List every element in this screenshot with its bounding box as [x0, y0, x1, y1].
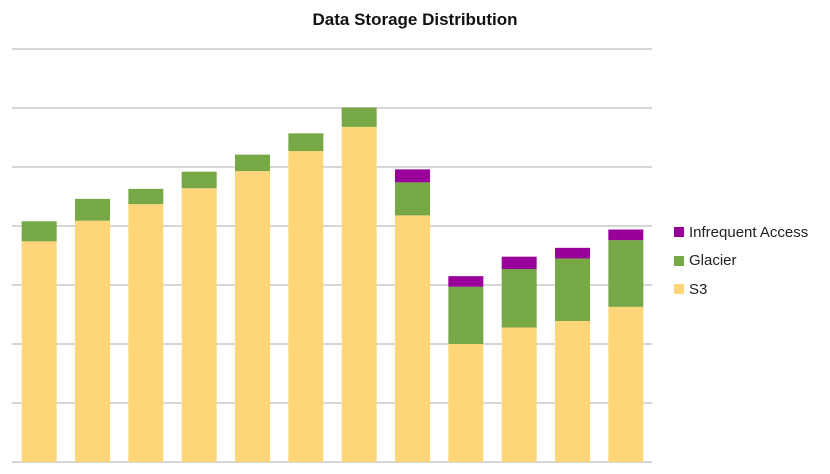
- legend-swatch-infrequent-access: [674, 227, 684, 238]
- gridlines: [12, 48, 652, 463]
- bar-infrequent-access-9: [448, 276, 484, 287]
- bar-glacier-9: [448, 286, 484, 344]
- bar-glacier-8: [395, 182, 430, 216]
- bar-infrequent-access-12: [608, 229, 644, 241]
- bar-s3-11: [555, 320, 590, 462]
- bar-s3-7: [341, 126, 377, 462]
- bar-glacier-3: [128, 188, 164, 205]
- legend-item-infrequent-access: Infrequent Access: [674, 218, 808, 247]
- bar-infrequent-access-8: [395, 169, 430, 183]
- bars: [21, 107, 644, 463]
- bar-s3-6: [288, 151, 324, 462]
- bar-glacier-6: [288, 133, 324, 152]
- legend-swatch-s3: [674, 284, 684, 295]
- legend-label-glacier: Glacier: [689, 252, 737, 270]
- bar-glacier-1: [21, 221, 57, 242]
- legend-item-glacier: Glacier: [674, 247, 808, 276]
- bar-glacier-12: [608, 240, 644, 307]
- bar-s3-2: [75, 220, 110, 462]
- legend-label-infrequent-access: Infrequent Access: [689, 223, 809, 241]
- bar-glacier-10: [501, 269, 537, 328]
- bar-s3-12: [608, 306, 644, 462]
- legend-item-s3: S3: [674, 275, 808, 304]
- bar-s3-5: [235, 171, 270, 462]
- legend-swatch-glacier: [674, 255, 684, 266]
- bar-s3-1: [21, 241, 57, 462]
- bar-glacier-4: [181, 171, 217, 189]
- chart-title: Data Storage Distribution: [312, 10, 518, 29]
- bar-glacier-5: [235, 154, 270, 172]
- bar-glacier-2: [75, 198, 110, 221]
- bar-s3-8: [395, 215, 430, 462]
- bar-s3-10: [501, 327, 537, 462]
- bar-s3-4: [181, 188, 217, 463]
- bar-s3-3: [128, 204, 164, 463]
- bar-glacier-11: [555, 258, 590, 321]
- bar-infrequent-access-11: [555, 247, 590, 259]
- legend-label-s3: S3: [689, 280, 708, 298]
- bar-infrequent-access-10: [501, 256, 537, 270]
- legend: Infrequent Access Glacier S3: [674, 218, 808, 304]
- bar-glacier-7: [341, 107, 377, 127]
- bar-s3-9: [448, 344, 484, 462]
